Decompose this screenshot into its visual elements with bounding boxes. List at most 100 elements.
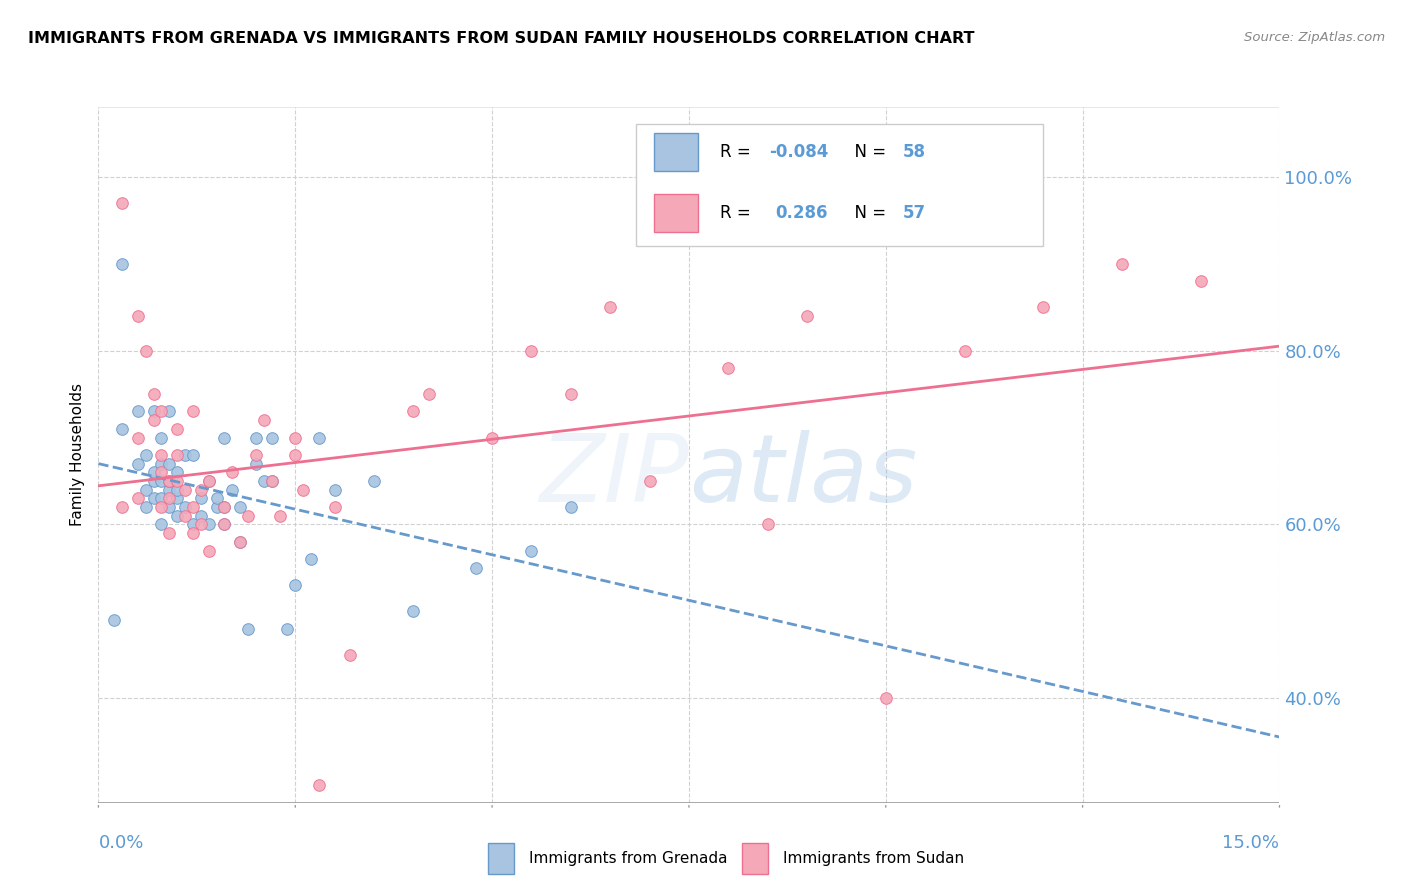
Point <box>190 483 212 497</box>
Text: IMMIGRANTS FROM GRENADA VS IMMIGRANTS FROM SUDAN FAMILY HOUSEHOLDS CORRELATION C: IMMIGRANTS FROM GRENADA VS IMMIGRANTS FR… <box>28 31 974 46</box>
Point <box>135 500 157 514</box>
Point <box>308 431 330 445</box>
Point <box>142 466 165 480</box>
Point <box>150 500 173 514</box>
Point <box>150 404 173 418</box>
Point <box>135 343 157 358</box>
Point <box>166 483 188 497</box>
Point <box>599 300 621 314</box>
Point <box>142 413 165 427</box>
Point <box>142 404 165 418</box>
Point <box>717 360 740 375</box>
Point <box>174 483 197 497</box>
Point <box>214 500 236 514</box>
Point <box>236 508 259 523</box>
Point <box>150 491 173 506</box>
Point <box>284 431 307 445</box>
Point <box>157 491 180 506</box>
Text: 0.0%: 0.0% <box>98 834 143 852</box>
Point <box>245 431 267 445</box>
Text: 0.286: 0.286 <box>775 203 828 222</box>
Point <box>157 474 180 488</box>
Text: atlas: atlas <box>689 430 917 521</box>
Point <box>157 483 180 497</box>
Point <box>135 483 157 497</box>
Point <box>284 448 307 462</box>
Point <box>229 535 252 549</box>
Point <box>245 457 267 471</box>
Point <box>181 404 204 418</box>
Point <box>299 552 322 566</box>
Point <box>260 431 283 445</box>
Point <box>157 474 180 488</box>
Point <box>190 508 212 523</box>
Point <box>190 517 212 532</box>
Point <box>276 622 298 636</box>
FancyBboxPatch shape <box>488 843 515 874</box>
Point <box>181 448 204 462</box>
Text: 15.0%: 15.0% <box>1222 834 1279 852</box>
Point <box>221 466 243 480</box>
Point <box>150 431 173 445</box>
Text: 57: 57 <box>903 203 925 222</box>
Point <box>190 491 212 506</box>
Point <box>236 622 259 636</box>
Point <box>150 457 173 471</box>
Point <box>166 422 188 436</box>
Point <box>205 500 228 514</box>
Point <box>245 448 267 462</box>
Point <box>157 526 180 541</box>
Point <box>363 474 385 488</box>
Point <box>292 483 315 497</box>
Point <box>150 517 173 532</box>
Point <box>150 448 173 462</box>
Text: N =: N = <box>844 203 891 222</box>
Text: Source: ZipAtlas.com: Source: ZipAtlas.com <box>1244 31 1385 45</box>
Point <box>560 500 582 514</box>
Point <box>150 466 173 480</box>
Point <box>253 413 276 427</box>
Point <box>481 431 503 445</box>
Text: R =: R = <box>720 203 761 222</box>
Point <box>174 508 197 523</box>
Point <box>142 491 165 506</box>
Point <box>465 561 488 575</box>
Point <box>1032 300 1054 314</box>
Point <box>127 309 149 323</box>
Text: N =: N = <box>844 143 891 161</box>
Point <box>260 474 283 488</box>
Text: Immigrants from Grenada: Immigrants from Grenada <box>530 851 728 865</box>
Point <box>127 431 149 445</box>
Point <box>142 387 165 401</box>
Point <box>157 500 180 514</box>
Point <box>181 500 204 514</box>
Point <box>402 404 425 418</box>
Point <box>796 309 818 323</box>
Point <box>111 422 134 436</box>
Point <box>142 474 165 488</box>
Text: 58: 58 <box>903 143 925 161</box>
Point <box>157 457 180 471</box>
Point <box>127 491 149 506</box>
Point <box>253 474 276 488</box>
Text: Immigrants from Sudan: Immigrants from Sudan <box>783 851 965 865</box>
Point <box>1111 257 1133 271</box>
Point <box>402 605 425 619</box>
Point <box>418 387 440 401</box>
Point <box>166 466 188 480</box>
Point <box>111 257 134 271</box>
Point <box>638 474 661 488</box>
Text: ZIP: ZIP <box>540 430 689 521</box>
Point <box>166 508 188 523</box>
Point <box>181 526 204 541</box>
Point <box>197 474 219 488</box>
Point <box>756 517 779 532</box>
Point <box>953 343 976 358</box>
Point <box>197 543 219 558</box>
Point <box>284 578 307 592</box>
Point <box>1189 274 1212 288</box>
Point <box>308 778 330 793</box>
Text: R =: R = <box>720 143 755 161</box>
Text: -0.084: -0.084 <box>769 143 828 161</box>
Point <box>181 517 204 532</box>
